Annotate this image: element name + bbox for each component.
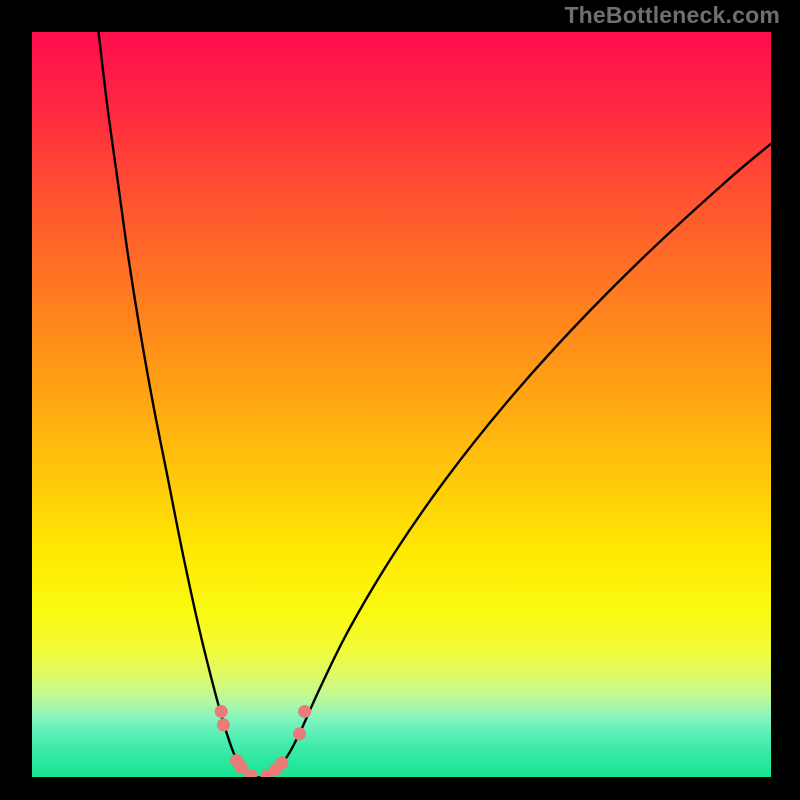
marker-dot (276, 757, 288, 769)
marker-dot (235, 761, 247, 773)
marker-dot (217, 719, 229, 731)
marker-dot (245, 770, 257, 782)
marker-dot (294, 728, 306, 740)
gradient-background (32, 32, 771, 777)
bottleneck-chart (0, 0, 800, 800)
watermark-text: TheBottleneck.com (564, 2, 780, 29)
stage: TheBottleneck.com (0, 0, 800, 800)
marker-dot (215, 705, 227, 717)
marker-dot (299, 705, 311, 717)
